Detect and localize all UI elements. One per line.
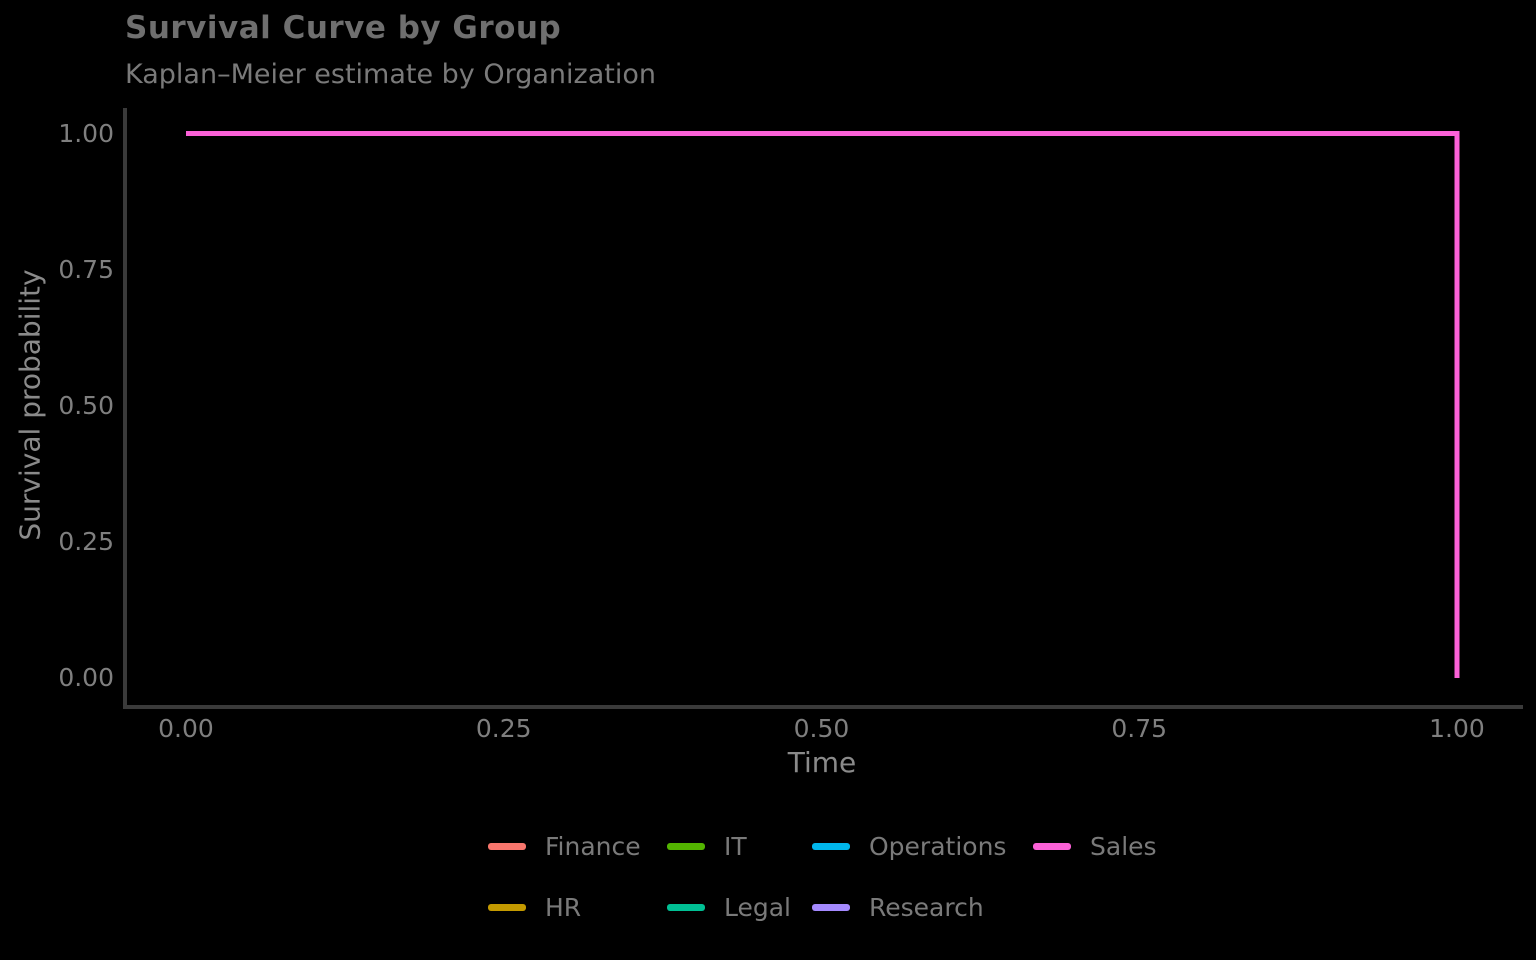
- legend-column: Operations Research: [812, 831, 1033, 953]
- legend-swatch-icon: [1033, 843, 1071, 850]
- legend-item-research: Research: [812, 892, 1033, 923]
- legend-item-finance: Finance: [488, 831, 667, 862]
- y-tick-label: 0.75: [58, 254, 114, 284]
- legend-label: HR: [545, 893, 582, 922]
- legend-item-it: IT: [667, 831, 812, 862]
- y-tick-label: 0.00: [58, 663, 114, 692]
- legend-swatch-icon: [812, 904, 850, 911]
- x-tick-label: 1.00: [1429, 714, 1485, 743]
- legend-item-legal: Legal: [667, 892, 812, 923]
- legend-label: Legal: [724, 893, 792, 922]
- legend-column: Sales: [1033, 831, 1157, 953]
- legend-label: Operations: [869, 832, 1007, 861]
- y-tick-label: 0.25: [58, 526, 114, 556]
- plot-area: [186, 131, 1460, 678]
- legend-swatch-icon: [667, 904, 705, 911]
- y-tick-label: 0.50: [58, 390, 114, 420]
- legend-label: IT: [724, 832, 747, 861]
- legend-swatch-icon: [812, 843, 850, 850]
- chart-subtitle: Kaplan–Meier estimate by Organization: [125, 59, 656, 90]
- chart-title: Survival Curve by Group: [125, 10, 562, 46]
- legend-swatch-icon: [667, 843, 705, 850]
- legend-item-hr: HR: [488, 892, 667, 923]
- legend-label: Finance: [545, 832, 641, 861]
- x-axis-title: Time: [787, 746, 857, 779]
- series-line-sales: [186, 131, 1460, 678]
- x-tick-label: 0.50: [793, 714, 850, 743]
- legend-item-operations: Operations: [812, 831, 1033, 862]
- x-tick-label: 0.25: [475, 714, 532, 743]
- legend-column: IT Legal: [667, 831, 812, 953]
- legend-label: Sales: [1090, 832, 1157, 861]
- y-tick-label: 1.00: [58, 118, 114, 148]
- legend-column: Finance HR: [488, 831, 667, 953]
- legend-swatch-icon: [488, 843, 526, 850]
- legend-label: Research: [869, 893, 984, 922]
- legend-item-sales: Sales: [1033, 831, 1157, 862]
- legend: Finance HR IT Legal Operations Research Sales: [488, 831, 1157, 953]
- y-axis-line: [123, 108, 127, 709]
- x-tick-label: 0.75: [1111, 714, 1168, 743]
- legend-swatch-icon: [488, 904, 526, 911]
- x-axis-line: [123, 705, 1523, 709]
- x-tick-label: 0.00: [158, 714, 214, 743]
